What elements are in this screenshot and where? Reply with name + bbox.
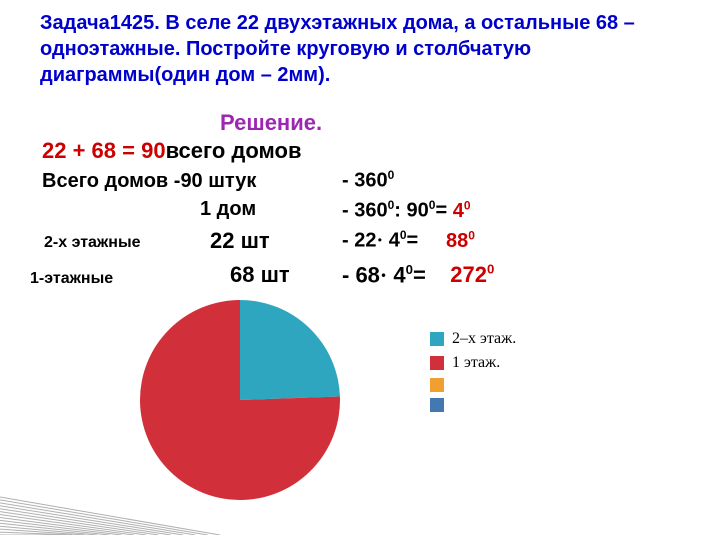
- problem-number: 1425.: [110, 12, 160, 34]
- calc-l3b: 4: [383, 230, 400, 252]
- pie-slice: [240, 300, 340, 400]
- equation-suffix: всего домов: [166, 138, 302, 163]
- legend-swatch: [430, 356, 444, 370]
- one-floor-count: 68 шт: [230, 262, 290, 288]
- calc-l4a: - 68: [342, 262, 380, 287]
- solution-title: Решение.: [220, 110, 322, 136]
- calc-l3c: =: [407, 230, 419, 252]
- legend-item: 2–х этаж.: [430, 330, 516, 348]
- calc-l4c: =: [413, 262, 426, 287]
- equation: 22 + 68 = 90всего домов: [42, 138, 302, 164]
- one-house-label: 1 дом: [200, 198, 256, 221]
- legend-item: [430, 398, 516, 412]
- calc-l3a: - 22: [342, 230, 376, 252]
- calc-l2a: - 360: [342, 200, 388, 222]
- problem-prefix: Задача: [40, 12, 110, 34]
- one-floor-label: 1-этажные: [30, 270, 113, 288]
- calc-l4res: 272: [450, 262, 487, 287]
- calc-line-3: - 22· 40= 880: [342, 228, 475, 253]
- legend-swatch: [430, 398, 444, 412]
- calc-l2b: : 90: [394, 200, 428, 222]
- legend-label: 2–х этаж.: [452, 330, 516, 348]
- legend-label: 1 этаж.: [452, 354, 500, 372]
- legend: 2–х этаж. 1 этаж.: [430, 330, 516, 418]
- two-floor-count: 22 шт: [210, 228, 270, 254]
- calc-l3res: 88: [446, 230, 468, 252]
- legend-item: [430, 378, 516, 392]
- legend-swatch: [430, 378, 444, 392]
- calc-l4b: 4: [387, 262, 405, 287]
- corner-decoration: [0, 455, 220, 540]
- calc-line-4: - 68· 40= 2720: [342, 262, 494, 288]
- legend-item: 1 этаж.: [430, 354, 516, 372]
- calc-l2c: =: [435, 200, 447, 222]
- equation-expr: 22 + 68 = 90: [42, 138, 166, 163]
- two-floor-label: 2-х этажные: [44, 234, 141, 252]
- total-houses: Всего домов -90 штук: [42, 170, 256, 193]
- legend-swatch: [430, 332, 444, 346]
- calc-l1: - 360: [342, 170, 388, 192]
- problem-statement: Задача1425. В селе 22 двухэтажных дома, …: [40, 10, 680, 88]
- calc-line-1: - 3600: [342, 168, 394, 193]
- calc-line-2: - 3600: 900= 40: [342, 198, 471, 223]
- calc-l2res: 4: [453, 200, 464, 222]
